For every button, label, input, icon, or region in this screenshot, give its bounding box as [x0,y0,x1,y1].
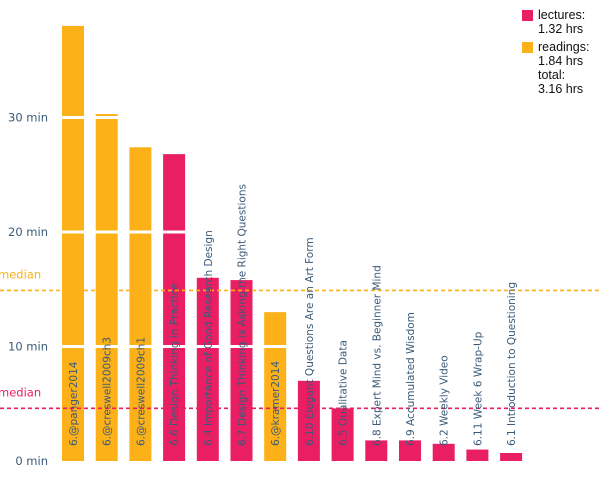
bar-lectures [230,280,253,461]
bar-label: 6.@creswell2009ch1 [135,337,147,446]
bar-readings [62,25,84,462]
bar-label: 6.1 Introduction to Questioning [506,282,518,446]
bar-label: 6.9 Accumulated Wisdom [405,312,417,446]
legend-item-lectures: lectures: [522,8,589,22]
bar-lectures [399,440,421,461]
bar-lectures [297,380,320,461]
legend: lectures: 1.32 hrs readings: 1.84 hrs to… [522,8,589,96]
y-tick-label: 10 min [8,340,48,354]
legend-total-value: 3.16 hrs [538,82,584,96]
readings-swatch [522,42,533,53]
bar-readings [264,312,287,461]
bar-label: 6.@kramer2014 [270,361,282,446]
y-tick-layer: 0 min 10 min 20 min 30 min [8,111,48,469]
bar-label: 6.10 Elegant Questions Are an Art Form [304,237,316,446]
legend-lectures-label: lectures: [538,8,586,22]
median-layer: median median [0,267,600,410]
y-tick-label: 0 min [15,454,48,468]
bar-lectures [432,443,455,461]
bar-label-layer: 6.@panger2014 6.@creswell2009ch3 6.@creswe… [68,184,518,446]
y-tick-label: 20 min [8,225,48,239]
legend-readings-value: 1.84 hrs [538,54,584,68]
lectures-swatch [522,10,533,21]
legend-readings-label: readings: [538,40,590,54]
bar-lectures [196,277,219,461]
bar-label: 6.5 Qualitative Data [338,340,350,446]
legend-item-readings: readings: [522,40,589,54]
median-label-lectures: median [0,385,41,399]
y-tick-label: 30 min [8,111,48,125]
bar-lectures [365,440,388,461]
bar-label: 6.8 Expert Mind vs. Beginner Mind [371,265,383,446]
median-label-readings: median [0,267,41,281]
bar-label: 6.4 Importance of Good Research Design [203,230,215,446]
bar-label: 6.@panger2014 [68,361,80,446]
bar-label: 6.@creswell2009ch3 [102,337,114,446]
legend-lectures-value: 1.32 hrs [538,22,584,36]
bar-label: 6.6 Design Thinking in Practice [169,283,181,446]
bar-readings [95,114,118,461]
bar-lectures [500,452,523,461]
bar-layer [62,25,523,462]
bar-label: 6.7 Design Thinking is Asking the Right … [237,184,249,446]
bar-lectures [331,408,354,461]
bar-lectures [466,449,489,461]
bar-label: 6.11 Week 6 Wrap-Up [472,331,484,446]
bar-label: 6.2 Weekly Video [439,355,451,446]
white-grid-layer [55,116,520,348]
legend-total-label: total: [538,68,566,82]
bar-readings [129,147,152,461]
